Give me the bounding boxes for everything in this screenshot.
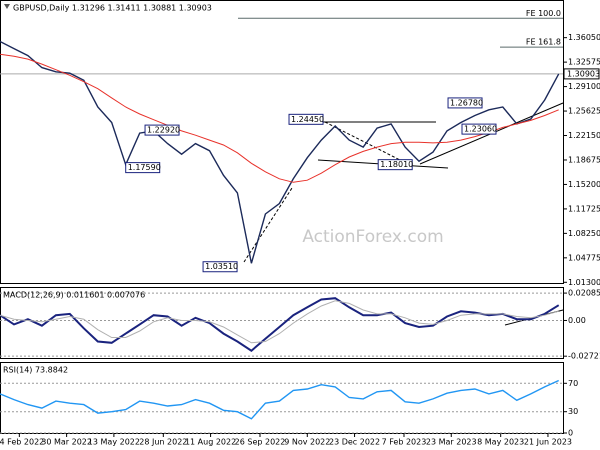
y-tick-label: 0.020858 <box>568 289 600 298</box>
series-line <box>0 379 559 420</box>
series-line <box>0 300 559 344</box>
y-tick-label: 1.22150 <box>568 131 600 140</box>
watermark: ActionForex.com <box>302 227 443 247</box>
last-price-label: 1.30903 <box>567 69 600 78</box>
x-tick-label: 26 Sep 2022 <box>235 438 286 447</box>
pivot-box <box>447 97 483 109</box>
x-tick-label: 30 Mar 2022 <box>41 438 92 447</box>
y-tick-label: 0 <box>568 429 573 438</box>
y-tick-label: -0.027213 <box>568 352 600 361</box>
panel-title: MACD(12,26,9) 0.011601 0.007076 <box>3 291 145 300</box>
x-tick-label: 23 Dec 2022 <box>329 438 380 447</box>
x-tick-label: 7 Feb 2023 <box>382 438 427 447</box>
panel-title: RSI(14) 73.8842 <box>3 366 68 375</box>
pivot-box <box>202 261 238 273</box>
trend-line <box>324 121 401 161</box>
pivot-box <box>377 159 413 171</box>
y-tick-label: 1.08250 <box>568 229 600 238</box>
y-tick-label: 1.18675 <box>568 155 600 164</box>
pivot-box <box>288 113 324 125</box>
x-tick-label: 13 May 2022 <box>88 438 140 447</box>
pivot-label: 1.26780 <box>450 98 483 107</box>
pivot-label: 1.03510 <box>205 262 238 271</box>
x-tick-label: 28 Jun 2022 <box>139 438 187 447</box>
pivot-label: 1.24450 <box>291 115 324 124</box>
pivot-box <box>125 162 161 174</box>
fibo-label: FE 100.0 <box>526 9 561 18</box>
pivot-label: 1.22920 <box>147 126 180 135</box>
y-tick-label: 1.32575 <box>568 58 600 67</box>
pivot-label: 1.17590 <box>128 163 161 172</box>
x-tick-label: 23 Mar 2023 <box>426 438 477 447</box>
pivot-label: 1.23060 <box>464 125 497 134</box>
pivot-label: 1.18010 <box>380 160 413 169</box>
last-price-box <box>563 68 600 80</box>
header-icon <box>4 4 10 9</box>
series-line <box>0 297 560 352</box>
y-tick-label: 1.15200 <box>568 180 600 189</box>
y-tick-label: 70 <box>568 379 578 388</box>
fibo-label: FE 161.8 <box>526 38 561 47</box>
x-tick-label: 9 Nov 2022 <box>284 438 330 447</box>
pivot-box <box>461 123 497 135</box>
y-tick-label: 1.04775 <box>568 253 600 262</box>
y-tick-label: 30 <box>568 407 578 416</box>
panel-title: GBPUSD,Daily 1.31296 1.31411 1.30881 1.3… <box>13 4 212 13</box>
y-tick-label: 1.11725 <box>568 204 600 213</box>
x-tick-label: 14 Feb 2022 <box>0 438 44 447</box>
y-tick-label: 1.01300 <box>568 278 600 287</box>
series-line <box>0 53 559 183</box>
series-line <box>0 40 560 264</box>
y-tick-label: 1.36050 <box>568 33 600 42</box>
pivot-box <box>144 124 180 136</box>
y-tick-label: 0.00 <box>568 316 586 325</box>
y-tick-label: 1.29100 <box>568 82 600 91</box>
x-tick-label: 8 May 2023 <box>477 438 524 447</box>
y-tick-label: 1.25625 <box>568 107 600 116</box>
x-tick-label: 21 Jun 2023 <box>524 438 572 447</box>
x-tick-label: 11 Aug 2022 <box>185 438 236 447</box>
